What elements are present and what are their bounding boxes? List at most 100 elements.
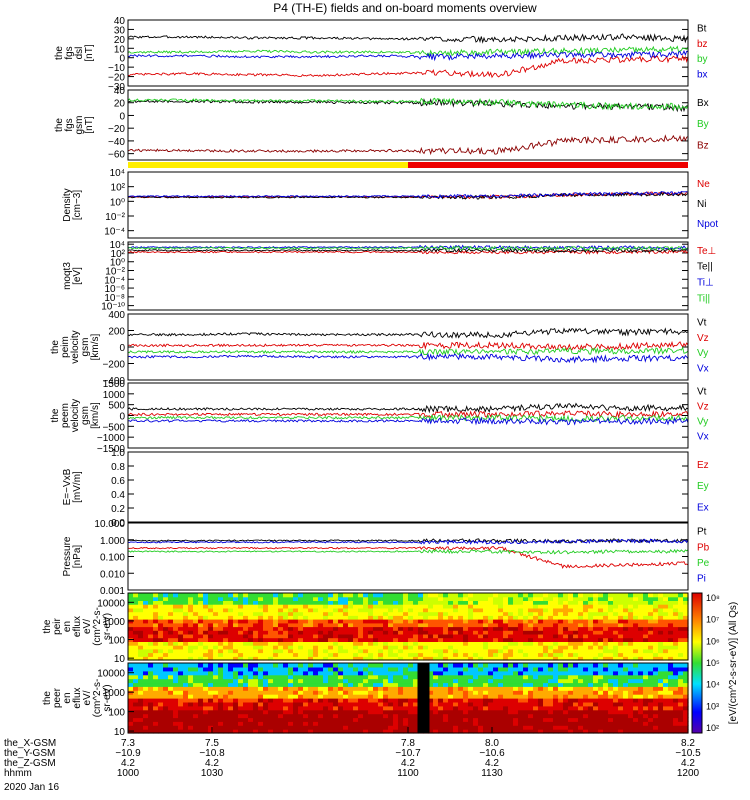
- spectrogram-cell: [628, 600, 634, 605]
- spectrogram-cell: [378, 611, 384, 616]
- spectrogram-cell: [463, 593, 469, 598]
- spectrogram-cell: [448, 729, 454, 734]
- spectrogram-cell: [463, 604, 469, 609]
- spectrogram-cell: [178, 619, 184, 624]
- spectrogram-cell: [398, 607, 404, 613]
- spectrogram-cell: [258, 600, 264, 605]
- spectrogram-cell: [148, 611, 154, 616]
- spectrogram-cell: [343, 622, 349, 628]
- spectrogram-cell: [338, 645, 344, 650]
- spectrogram-cell: [158, 604, 164, 609]
- spectrogram-cell: [528, 593, 534, 598]
- spectrogram-cell: [413, 725, 419, 730]
- spectrogram-cell: [348, 713, 354, 719]
- spectrogram-cell: [423, 645, 429, 650]
- spectrogram-cell: [168, 682, 174, 687]
- spectrogram-cell: [678, 721, 684, 726]
- spectrogram-cell: [678, 641, 684, 646]
- spectrogram-cell: [598, 645, 604, 650]
- spectrogram-cell: [613, 600, 619, 605]
- spectrogram-cell: [403, 721, 409, 726]
- spectrogram-cell: [533, 641, 539, 646]
- spectrogram-cell: [223, 674, 229, 680]
- spectrogram-cell: [413, 666, 419, 672]
- spectrogram-cell: [128, 630, 134, 635]
- spectrogram-cell: [578, 713, 584, 719]
- spectrogram-cell: [633, 615, 639, 620]
- spectrogram-cell: [278, 725, 284, 730]
- spectrogram-cell: [193, 619, 199, 624]
- spectrogram-cell: [443, 622, 449, 628]
- spectrogram-cell: [148, 600, 154, 605]
- spectrogram-cell: [353, 604, 359, 609]
- spectrogram-cell: [613, 674, 619, 680]
- spectrogram-cell: [458, 663, 464, 668]
- spectrogram-cell: [278, 630, 284, 635]
- spectrogram-cell: [653, 645, 659, 650]
- spectrogram-cell: [218, 630, 224, 635]
- spectrogram-cell: [588, 663, 594, 668]
- spectrogram-cell: [683, 694, 689, 699]
- spectrogram-cell: [168, 619, 174, 624]
- spectrogram-cell: [133, 619, 139, 624]
- spectrogram-cell: [338, 648, 344, 654]
- spectrogram-cell: [283, 729, 289, 734]
- spectrogram-cell: [438, 717, 444, 722]
- spectrogram-cell: [623, 725, 629, 730]
- spectrogram-cell: [473, 721, 479, 726]
- spectrogram-cell: [138, 725, 144, 730]
- spectrogram-cell: [638, 656, 644, 661]
- spectrogram-cell: [298, 674, 304, 680]
- spectrogram-cell: [553, 663, 559, 668]
- spectrogram-cell: [598, 622, 604, 628]
- spectrogram-cell: [283, 701, 289, 707]
- spectrogram-cell: [133, 690, 139, 695]
- spectrogram-cell: [343, 694, 349, 699]
- spectrogram-cell: [158, 652, 164, 657]
- spectrogram-cell: [453, 619, 459, 624]
- spectrogram-cell: [188, 694, 194, 699]
- spectrogram-cell: [573, 596, 579, 601]
- spectrogram-cell: [268, 666, 274, 672]
- spectrogram-cell: [388, 596, 394, 601]
- spectrogram-cell: [463, 670, 469, 676]
- spectrogram-cell: [598, 630, 604, 635]
- spectrogram-cell: [433, 705, 439, 711]
- spectrogram-cell: [243, 682, 249, 687]
- spectrogram-cell: [438, 729, 444, 734]
- spectrogram-cell: [403, 622, 409, 628]
- spectrogram-cell: [548, 615, 554, 620]
- y-tick-label: 400: [108, 310, 125, 321]
- spectrogram-cell: [148, 593, 154, 598]
- spectrogram-cell: [488, 619, 494, 624]
- spectrogram-cell: [393, 648, 399, 654]
- spectrogram-cell: [468, 690, 474, 695]
- spectrogram-cell: [478, 648, 484, 654]
- spectrogram-cell: [228, 682, 234, 687]
- spectrogram-cell: [143, 717, 149, 722]
- spectrogram-cell: [323, 656, 329, 661]
- spectrogram-cell: [538, 698, 544, 703]
- spectrogram-cell: [203, 729, 209, 734]
- spectrogram-cell: [183, 652, 189, 657]
- spectrogram-cell: [373, 713, 379, 719]
- spectrogram-cell: [613, 729, 619, 734]
- spectrogram-cell: [428, 682, 434, 687]
- spectrogram-cell: [513, 637, 519, 642]
- spectrogram-cell: [423, 607, 429, 613]
- spectrogram-cell: [188, 701, 194, 707]
- spectrogram-cell: [328, 633, 334, 639]
- spectrogram-cell: [428, 656, 434, 661]
- spectrogram-cell: [323, 600, 329, 605]
- spectrogram-cell: [248, 593, 254, 598]
- spectrogram-cell: [323, 652, 329, 657]
- spectrogram-cell: [433, 633, 439, 639]
- spectrogram-cell: [343, 690, 349, 695]
- spectrogram-cell: [278, 622, 284, 628]
- spectrogram-cell: [518, 717, 524, 722]
- spectrogram-cell: [463, 709, 469, 715]
- spectrogram-cell: [548, 637, 554, 642]
- spectrogram-cell: [658, 709, 664, 715]
- spectrogram-cell: [613, 652, 619, 657]
- spectrogram-cell: [558, 607, 564, 613]
